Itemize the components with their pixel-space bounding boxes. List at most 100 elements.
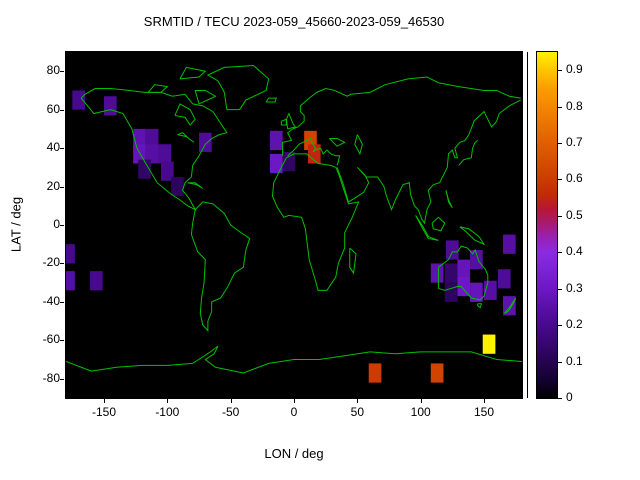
x-tick-mark (420, 399, 422, 403)
y-tick-label: -80 (42, 370, 60, 385)
heatmap-cell (66, 244, 75, 264)
coastline (446, 190, 452, 207)
heatmap-cell (161, 161, 174, 181)
y-tick-label: -40 (42, 293, 60, 308)
colorbar-tick-mark (558, 252, 562, 254)
x-tick-label: -150 (91, 405, 117, 419)
coastline (195, 90, 215, 103)
colorbar-tick-mark (558, 325, 562, 327)
colorbar-gradient (536, 51, 558, 399)
y-tick-mark (60, 148, 64, 150)
heatmap-cell (199, 132, 212, 152)
heatmap-cell (145, 144, 159, 164)
heatmap-cell (269, 130, 283, 151)
heatmap-cell (145, 128, 159, 149)
heatmap-cell (368, 363, 382, 383)
coastline (208, 65, 269, 109)
heatmap-cell (503, 234, 516, 254)
coastline (350, 248, 356, 273)
y-tick-label: 0 (53, 217, 60, 231)
heatmap-cell (470, 282, 483, 302)
x-tick-mark (357, 399, 359, 403)
y-tick-label: 40 (46, 140, 60, 155)
colorbar-tick-label: 0 (566, 390, 573, 404)
y-tick-mark (60, 378, 64, 380)
heatmap-cell (444, 263, 458, 283)
coastline (459, 140, 478, 165)
y-tick-label: 80 (46, 63, 60, 78)
colorbar-tick-mark (558, 179, 562, 181)
y-tick-mark (60, 340, 64, 342)
heatmap-cell (138, 159, 151, 179)
x-tick-label: 50 (350, 405, 364, 419)
coastline (283, 77, 521, 156)
coastline (438, 246, 487, 300)
y-tick-mark (60, 301, 64, 303)
heatmap-cell (158, 144, 172, 164)
coastline (66, 346, 522, 373)
heatmap-cell (72, 90, 85, 110)
colorbar-tick-mark (558, 143, 562, 145)
colorbar-tick-mark (558, 70, 562, 72)
x-axis-label: LON / deg (264, 446, 324, 461)
colorbar-tick-mark (558, 288, 562, 290)
coastline (432, 217, 445, 230)
heatmap-cell (444, 282, 458, 302)
x-tick-mark (484, 399, 485, 403)
coastline (177, 133, 193, 143)
heatmap-cell (171, 176, 184, 197)
coastline (460, 227, 484, 244)
coastline (272, 154, 358, 290)
coastline (288, 139, 340, 166)
heatmap-cell (269, 153, 283, 174)
heatmap-cell (133, 128, 146, 149)
colorbar-tick-label: 0.5 (566, 207, 583, 222)
coastline (188, 183, 203, 189)
plot-right-double-border (527, 52, 528, 398)
colorbar-tick-label: 0.8 (566, 98, 583, 113)
coastline (281, 119, 286, 125)
world-heatmap-plot (65, 51, 523, 399)
colorbar-tick-label: 0.6 (566, 171, 583, 186)
y-tick-mark (60, 109, 64, 111)
x-tick-label: -50 (221, 405, 240, 419)
x-tick-label: 150 (473, 405, 495, 419)
heatmap-cell (282, 151, 296, 172)
coastline (478, 304, 482, 308)
y-tick-label: 20 (46, 178, 60, 193)
x-tick-label: -100 (155, 405, 180, 419)
x-tick-label: 100 (410, 405, 431, 419)
y-tick-label: -20 (42, 255, 60, 270)
colorbar-tick-label: 0.1 (566, 353, 583, 368)
x-tick-label: 0 (290, 405, 298, 419)
coastline (191, 202, 249, 331)
x-tick-mark (294, 399, 295, 403)
colorbar-tick-label: 0.9 (566, 62, 583, 77)
chart-title: SRMTID / TECU 2023-059_45660-2023-059_46… (143, 14, 445, 29)
coastline (416, 215, 439, 240)
coastline (175, 104, 195, 125)
heatmap-cell (497, 269, 511, 289)
heatmap-cell (430, 263, 444, 283)
x-tick-mark (167, 399, 169, 403)
heatmap-cell (66, 271, 75, 291)
y-tick-mark (60, 71, 64, 73)
heatmap-cell (470, 249, 483, 270)
y-tick-mark (60, 186, 64, 188)
colorbar-tick-mark (558, 361, 562, 363)
heatmap-cell (482, 334, 496, 354)
coastline (337, 100, 521, 223)
heatmap-cell (446, 240, 459, 260)
heatmap-cell (430, 363, 444, 383)
coastline (355, 135, 363, 154)
coastline (148, 85, 167, 93)
coastline (329, 139, 344, 147)
coastline (180, 67, 205, 79)
world-map-canvas (66, 52, 522, 383)
x-tick-mark (104, 399, 105, 403)
y-tick-label: 60 (46, 101, 60, 116)
colorbar-tick-label: 0.7 (566, 135, 583, 150)
heatmap-cell (457, 259, 471, 279)
colorbar-tick-label: 0.3 (566, 280, 583, 295)
